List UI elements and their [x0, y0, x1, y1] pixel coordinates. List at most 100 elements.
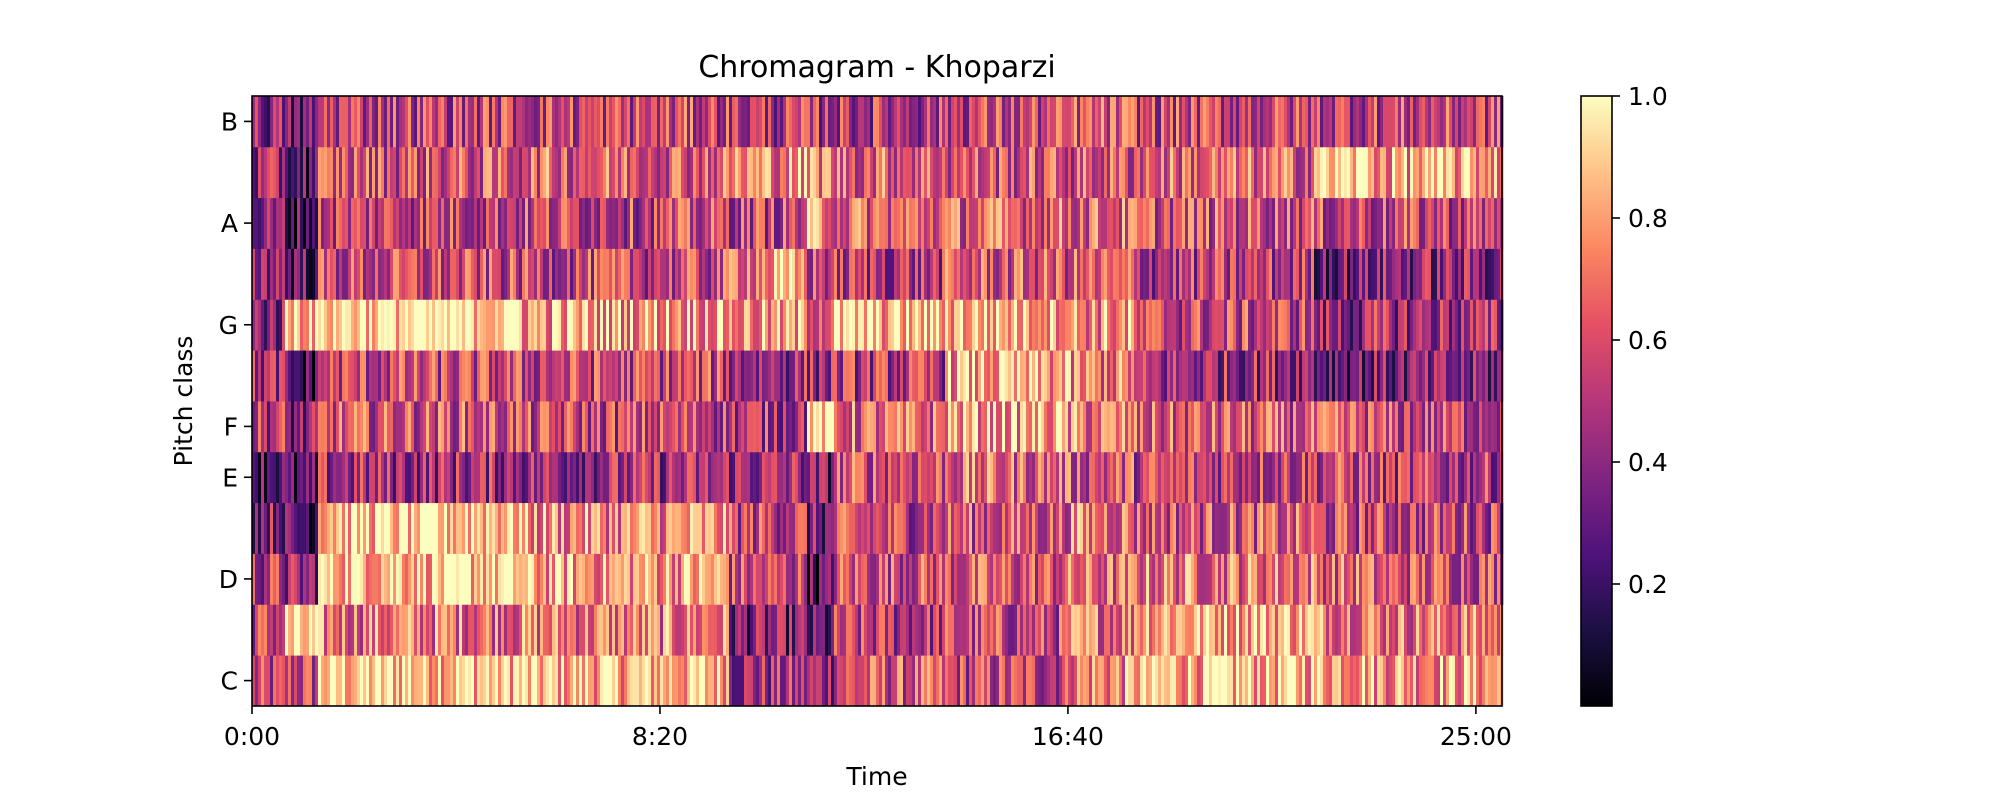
- heatmap-cell: [1014, 655, 1018, 707]
- heatmap-cell: [582, 350, 586, 402]
- heatmap-cell: [1029, 401, 1033, 453]
- heatmap-cell: [777, 146, 781, 199]
- heatmap-cell: [783, 248, 787, 300]
- heatmap-cell: [267, 401, 271, 453]
- heatmap-cell: [816, 655, 820, 707]
- heatmap-cell: [294, 146, 298, 199]
- heatmap-cell: [687, 96, 691, 148]
- heatmap-cell: [393, 655, 397, 707]
- heatmap-cell: [957, 146, 961, 199]
- heatmap-cell: [426, 248, 430, 300]
- heatmap-cell: [1275, 604, 1279, 656]
- heatmap-cell: [519, 248, 523, 300]
- heatmap-cell: [678, 553, 682, 605]
- heatmap-cell: [699, 350, 703, 402]
- heatmap-cell: [1077, 350, 1081, 402]
- heatmap-cell: [1146, 350, 1150, 402]
- heatmap-cell: [573, 451, 577, 504]
- heatmap-cell: [660, 350, 664, 402]
- heatmap-cell: [1068, 197, 1072, 249]
- heatmap-cell: [1353, 197, 1357, 249]
- heatmap-cell: [318, 350, 322, 402]
- heatmap-cell: [1008, 299, 1012, 351]
- heatmap-cell: [330, 299, 334, 351]
- heatmap-cell: [534, 248, 538, 300]
- heatmap-cell: [1482, 350, 1486, 402]
- heatmap-cell: [687, 604, 691, 656]
- heatmap-cell: [882, 197, 886, 249]
- heatmap-cell: [972, 96, 976, 148]
- heatmap-cell: [501, 655, 505, 707]
- heatmap-cell: [1008, 146, 1012, 199]
- heatmap-cell: [498, 299, 502, 351]
- heatmap-cell: [1005, 401, 1009, 453]
- heatmap-cell: [702, 299, 706, 351]
- heatmap-cell: [456, 451, 460, 504]
- heatmap-cell: [1419, 502, 1423, 554]
- heatmap-cell: [1293, 350, 1297, 402]
- heatmap-cell: [1398, 299, 1402, 351]
- heatmap-cell: [1317, 401, 1321, 453]
- heatmap-cell: [750, 146, 754, 199]
- heatmap-cell: [1206, 553, 1210, 605]
- heatmap-cell: [840, 502, 844, 554]
- heatmap-cell: [588, 350, 592, 402]
- heatmap-cell: [252, 96, 256, 148]
- heatmap-cell: [348, 401, 352, 453]
- heatmap-cell: [258, 401, 262, 453]
- heatmap-cell: [759, 299, 763, 351]
- heatmap-cell: [489, 299, 493, 351]
- heatmap-cell: [711, 197, 715, 249]
- heatmap-cell: [273, 502, 277, 554]
- heatmap-cell: [789, 502, 793, 554]
- heatmap-cell: [264, 604, 268, 656]
- heatmap-cell: [483, 401, 487, 453]
- heatmap-cell: [759, 451, 763, 504]
- heatmap-cell: [354, 451, 358, 504]
- heatmap-cell: [1161, 248, 1165, 300]
- heatmap-cell: [300, 248, 304, 300]
- heatmap-cell: [756, 502, 760, 554]
- heatmap-cell: [693, 604, 697, 656]
- heatmap-cell: [1203, 96, 1207, 148]
- heatmap-cell: [885, 197, 889, 249]
- heatmap-cell: [996, 451, 1000, 504]
- heatmap-cell: [774, 248, 778, 300]
- heatmap-cell: [1083, 401, 1087, 453]
- heatmap-cell: [1332, 350, 1336, 402]
- heatmap-cell: [528, 401, 532, 453]
- heatmap-cell: [447, 655, 451, 707]
- heatmap-cell: [1221, 299, 1225, 351]
- heatmap-cell: [288, 655, 292, 707]
- heatmap-cell: [1044, 502, 1048, 554]
- heatmap-cell: [1080, 146, 1084, 199]
- heatmap-cell: [1266, 604, 1270, 656]
- heatmap-cell: [264, 248, 268, 300]
- heatmap-cell: [921, 197, 925, 249]
- heatmap-cell: [1461, 553, 1465, 605]
- heatmap-cell: [972, 655, 976, 707]
- heatmap-cell: [1020, 146, 1024, 199]
- heatmap-cell: [1194, 350, 1198, 402]
- heatmap-cell: [1428, 350, 1432, 402]
- heatmap-cell: [1338, 604, 1342, 656]
- heatmap-cell: [282, 502, 286, 554]
- heatmap-cell: [714, 248, 718, 300]
- heatmap-cell: [471, 350, 475, 402]
- heatmap-cell: [723, 146, 727, 199]
- heatmap-cell: [348, 96, 352, 148]
- heatmap-cell: [1353, 604, 1357, 656]
- heatmap-cell: [1215, 350, 1219, 402]
- heatmap-cell: [1479, 350, 1483, 402]
- heatmap-cell: [1317, 553, 1321, 605]
- heatmap-cell: [1335, 553, 1339, 605]
- heatmap-cell: [660, 553, 664, 605]
- heatmap-cell: [720, 197, 724, 249]
- heatmap-cell: [435, 146, 439, 199]
- heatmap-cell: [1299, 451, 1303, 504]
- heatmap-cell: [294, 299, 298, 351]
- heatmap-cell: [1164, 197, 1168, 249]
- heatmap-cell: [666, 197, 670, 249]
- heatmap-cell: [627, 401, 631, 453]
- heatmap-cell: [927, 350, 931, 402]
